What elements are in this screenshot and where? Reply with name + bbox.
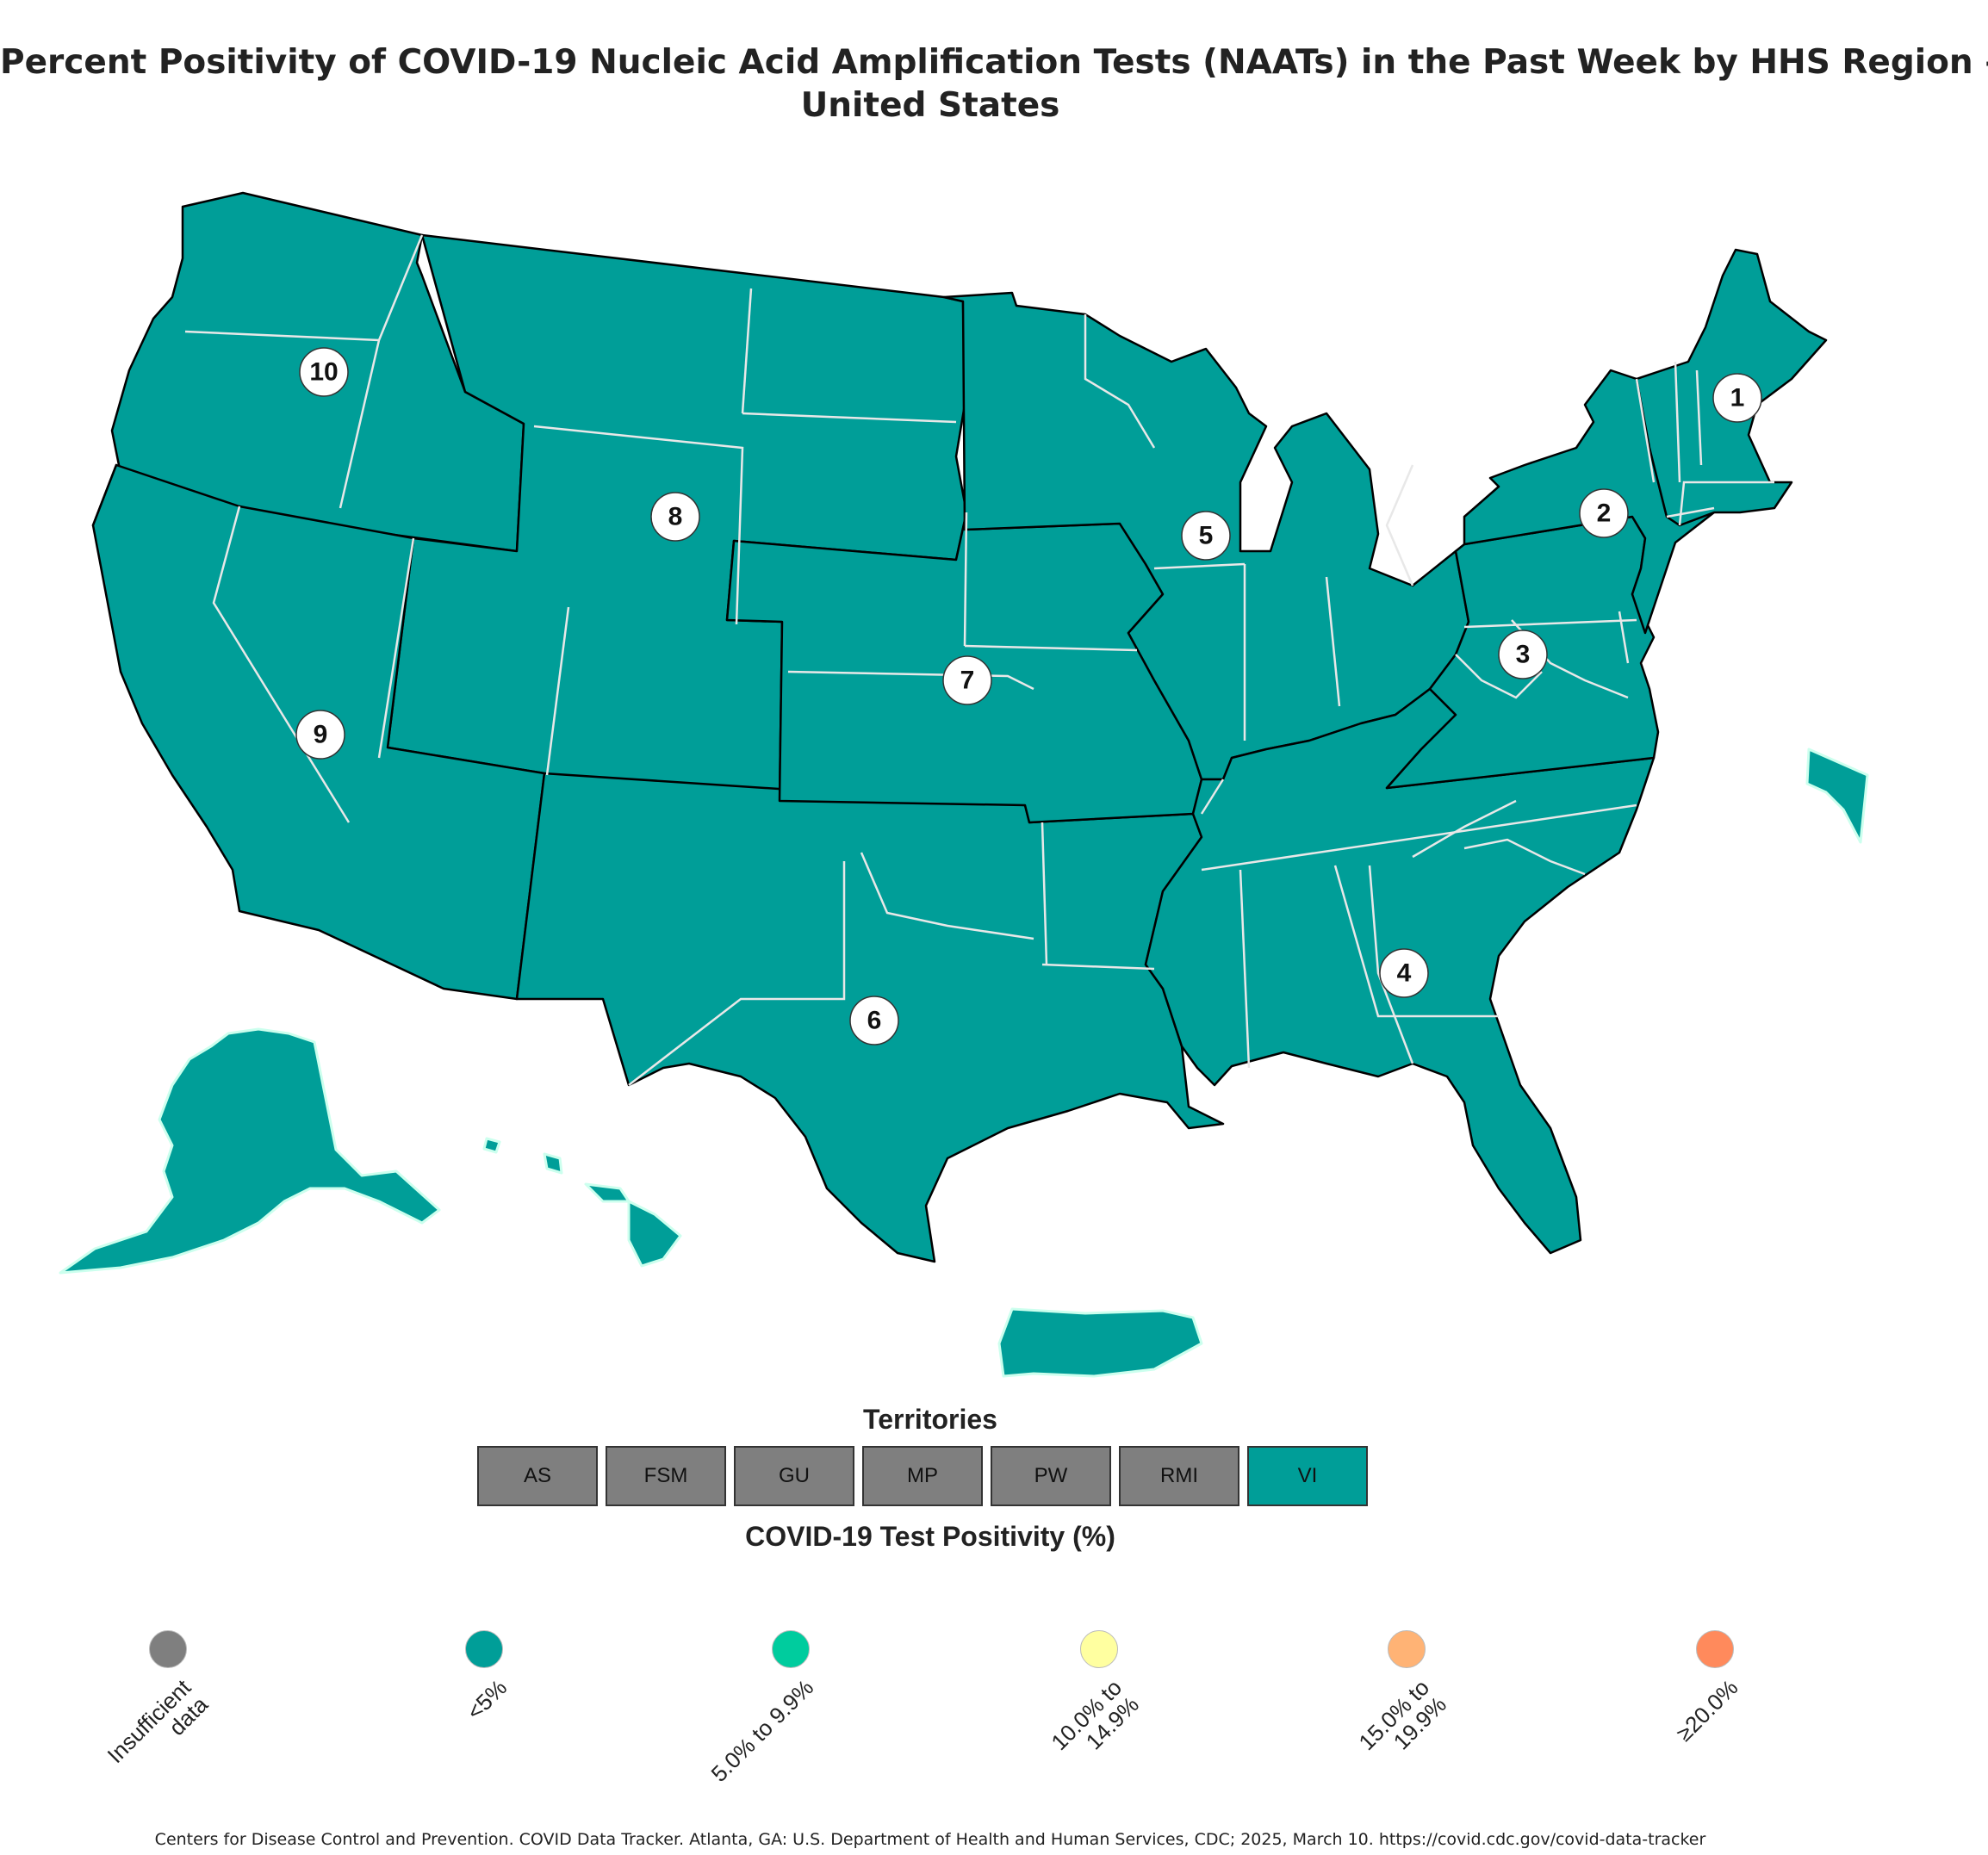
- region-badge-5[interactable]: 5: [1181, 511, 1231, 561]
- legend-item-15to19[interactable]: 15.0% to 19.9%: [1354, 1630, 1451, 1755]
- legend-dot-insufficient: [149, 1630, 187, 1668]
- territory-label-vi: VI: [1297, 1464, 1318, 1487]
- region-label-1: 1: [1730, 384, 1745, 413]
- chart-title: Percent Positivity of COVID-19 Nucleic A…: [0, 41, 1988, 127]
- legend-label-insufficient: Insufficient data: [102, 1674, 214, 1769]
- puerto-rico-area[interactable]: [997, 1307, 1203, 1378]
- region-badge-3[interactable]: 3: [1498, 630, 1548, 679]
- legend-dot-15to19: [1388, 1630, 1426, 1668]
- region-badge-6[interactable]: 6: [849, 996, 899, 1045]
- territory-rmi[interactable]: RMI: [1119, 1446, 1239, 1506]
- territory-gu[interactable]: GU: [734, 1446, 854, 1506]
- legend-item-insufficient[interactable]: Insufficient data: [103, 1630, 213, 1768]
- region-label-10: 10: [309, 358, 338, 387]
- territories-title: Territories: [863, 1404, 997, 1435]
- region-label-4: 4: [1397, 959, 1412, 988]
- virgin-islands-area[interactable]: [1805, 748, 1869, 844]
- territory-mp[interactable]: MP: [862, 1446, 983, 1506]
- source-citation: Centers for Disease Control and Preventi…: [154, 1830, 1706, 1849]
- legend-item-ge20[interactable]: ≥20.0%: [1671, 1630, 1743, 1746]
- region-badge-4[interactable]: 4: [1379, 948, 1429, 998]
- region-badge-10[interactable]: 10: [299, 347, 349, 397]
- territory-fsm[interactable]: FSM: [606, 1446, 726, 1506]
- hawaii-kauai[interactable]: [482, 1137, 501, 1154]
- territory-label-as: AS: [523, 1464, 551, 1487]
- legend-item-5to9[interactable]: 5.0% to 9.9%: [706, 1630, 819, 1787]
- territory-as[interactable]: AS: [477, 1446, 598, 1506]
- alaska-area[interactable]: [59, 1027, 441, 1275]
- legend-label-ge20: ≥20.0%: [1671, 1674, 1743, 1746]
- state-borders: [184, 234, 1774, 1086]
- territory-label-gu: GU: [779, 1464, 810, 1487]
- legend-dot-10to14: [1080, 1630, 1118, 1668]
- region-label-2: 2: [1597, 499, 1612, 528]
- region-badge-7[interactable]: 7: [942, 655, 992, 705]
- region-badge-2[interactable]: 2: [1579, 488, 1629, 538]
- legend-label-15to19: 15.0% to 19.9%: [1353, 1674, 1452, 1756]
- territory-pw[interactable]: PW: [991, 1446, 1111, 1506]
- region-badge-1[interactable]: 1: [1712, 373, 1762, 423]
- hawaii-area[interactable]: [627, 1200, 682, 1268]
- legend-dot-5to9: [772, 1630, 810, 1668]
- region-badge-9[interactable]: 9: [295, 710, 345, 760]
- legend-label-10to14: 10.0% to 14.9%: [1046, 1674, 1145, 1756]
- hawaii-oahu[interactable]: [543, 1152, 563, 1175]
- territory-label-rmi: RMI: [1160, 1464, 1198, 1487]
- hawaii-maui[interactable]: [584, 1182, 631, 1203]
- region-label-8: 8: [668, 503, 683, 531]
- territory-label-fsm: FSM: [643, 1464, 688, 1487]
- territories-row: AS FSM GU MP PW RMI VI: [477, 1446, 1368, 1506]
- legend-dot-lt5: [465, 1630, 503, 1668]
- title-line-2: United States: [800, 86, 1060, 125]
- region-badges: 1 2 3 4 5 6 7 8 9 10: [295, 347, 1762, 1045]
- territory-label-pw: PW: [1034, 1464, 1068, 1487]
- territory-vi[interactable]: VI: [1247, 1446, 1368, 1506]
- us-hhs-region-map: 1 2 3 4 5 6 7 8 9 10: [59, 191, 1869, 1378]
- region-label-5: 5: [1199, 522, 1214, 550]
- legend-item-10to14[interactable]: 10.0% to 14.9%: [1047, 1630, 1144, 1755]
- region-label-7: 7: [960, 667, 975, 695]
- region-label-6: 6: [867, 1007, 882, 1035]
- legend-title: COVID-19 Test Positivity (%): [745, 1521, 1115, 1552]
- territory-label-mp: MP: [907, 1464, 938, 1487]
- region-badge-8[interactable]: 8: [650, 492, 700, 542]
- legend-dot-ge20: [1696, 1630, 1734, 1668]
- legend-label-5to9: 5.0% to 9.9%: [705, 1674, 819, 1787]
- region-label-9: 9: [314, 721, 328, 749]
- title-line-1: Percent Positivity of COVID-19 Nucleic A…: [0, 43, 1988, 82]
- region-label-3: 3: [1516, 641, 1531, 669]
- legend-label-lt5: <5%: [461, 1674, 513, 1725]
- legend-item-lt5[interactable]: <5%: [462, 1630, 513, 1725]
